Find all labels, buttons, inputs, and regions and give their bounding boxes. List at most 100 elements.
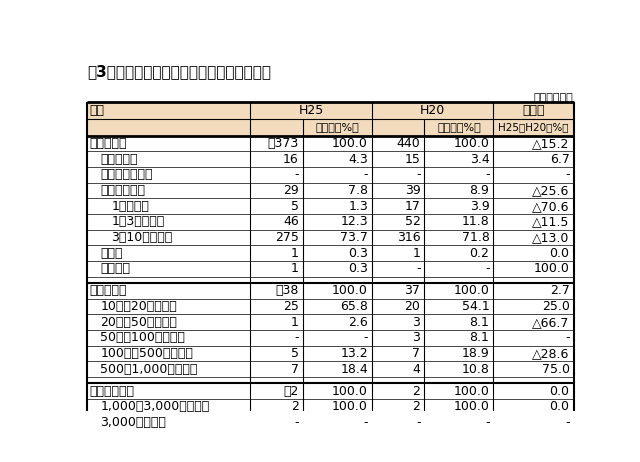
Text: 73.7: 73.7 xyxy=(340,231,368,244)
Text: 100.0: 100.0 xyxy=(332,385,368,398)
Text: -: - xyxy=(416,416,420,429)
Text: -: - xyxy=(565,416,570,429)
Text: 75.0: 75.0 xyxy=(541,363,570,376)
Text: 計2: 計2 xyxy=(284,385,299,398)
Text: 100.0: 100.0 xyxy=(454,385,490,398)
Text: 7.8: 7.8 xyxy=(348,184,368,197)
Text: H25: H25 xyxy=(298,104,324,117)
Text: 1: 1 xyxy=(291,262,299,275)
Text: 海面養殖: 海面養殖 xyxy=(100,262,131,275)
Text: △25.6: △25.6 xyxy=(532,184,570,197)
Text: △28.6: △28.6 xyxy=(532,347,570,360)
Text: 2: 2 xyxy=(413,385,420,398)
Text: 100.0: 100.0 xyxy=(534,262,570,275)
Text: △15.2: △15.2 xyxy=(532,137,570,150)
Text: 100.0: 100.0 xyxy=(454,285,490,298)
Text: 8.1: 8.1 xyxy=(470,316,490,329)
Text: 1: 1 xyxy=(291,247,299,260)
Text: △11.5: △11.5 xyxy=(532,215,570,228)
Text: 15: 15 xyxy=(404,153,420,166)
Text: 71.8: 71.8 xyxy=(461,231,490,244)
Text: 2.7: 2.7 xyxy=(550,285,570,298)
Text: 漁船非使用: 漁船非使用 xyxy=(100,153,138,166)
Bar xyxy=(88,102,573,136)
Text: 100～　500トン未満: 100～ 500トン未満 xyxy=(100,347,193,360)
Text: 3.9: 3.9 xyxy=(470,200,490,213)
Text: 20: 20 xyxy=(404,300,420,313)
Text: 無動力漁船のみ: 無動力漁船のみ xyxy=(100,169,153,182)
Text: 1トン未満: 1トン未満 xyxy=(111,200,149,213)
Text: 8.9: 8.9 xyxy=(470,184,490,197)
Text: 18.9: 18.9 xyxy=(461,347,490,360)
Text: 増減率: 増減率 xyxy=(522,104,545,117)
Text: 4.3: 4.3 xyxy=(348,153,368,166)
Text: 500～1,000トン未満: 500～1,000トン未満 xyxy=(100,363,198,376)
Text: 37: 37 xyxy=(404,285,420,298)
Text: 大規模漁業層: 大規模漁業層 xyxy=(90,385,134,398)
Text: 50～　100トン未満: 50～ 100トン未満 xyxy=(100,331,185,344)
Text: 11.8: 11.8 xyxy=(461,215,490,228)
Text: 計373: 計373 xyxy=(268,137,299,150)
Text: 2: 2 xyxy=(291,401,299,413)
Text: H25／H20（%）: H25／H20（%） xyxy=(498,122,569,132)
Text: 100.0: 100.0 xyxy=(454,137,490,150)
Text: -: - xyxy=(364,331,368,344)
Text: 1.3: 1.3 xyxy=(348,200,368,213)
Text: -: - xyxy=(565,169,570,182)
Text: △13.0: △13.0 xyxy=(532,231,570,244)
Text: 0.3: 0.3 xyxy=(348,247,368,260)
Text: -: - xyxy=(485,169,490,182)
Text: 区分: 区分 xyxy=(90,104,104,117)
Text: 2: 2 xyxy=(413,401,420,413)
Text: 3～10トン未満: 3～10トン未満 xyxy=(111,231,173,244)
Text: 1～3トン未満: 1～3トン未満 xyxy=(111,215,164,228)
Text: 0.2: 0.2 xyxy=(470,247,490,260)
Text: 39: 39 xyxy=(404,184,420,197)
Text: 17: 17 xyxy=(404,200,420,213)
Text: -: - xyxy=(364,169,368,182)
Text: 3: 3 xyxy=(413,316,420,329)
Text: -: - xyxy=(565,331,570,344)
Text: 構成比（%）: 構成比（%） xyxy=(437,122,481,132)
Text: 船外機付漁船: 船外機付漁船 xyxy=(100,184,145,197)
Text: 5: 5 xyxy=(291,347,299,360)
Text: 54.1: 54.1 xyxy=(461,300,490,313)
Text: -: - xyxy=(485,416,490,429)
Text: 1: 1 xyxy=(413,247,420,260)
Text: 275: 275 xyxy=(275,231,299,244)
Text: 100.0: 100.0 xyxy=(332,401,368,413)
Text: 中小漁業層: 中小漁業層 xyxy=(90,285,127,298)
Text: 2.6: 2.6 xyxy=(348,316,368,329)
Text: 構成比（%）: 構成比（%） xyxy=(316,122,359,132)
Text: 25.0: 25.0 xyxy=(541,300,570,313)
Text: -: - xyxy=(364,416,368,429)
Text: 52: 52 xyxy=(404,215,420,228)
Text: 7: 7 xyxy=(291,363,299,376)
Text: 単位：経営体: 単位：経営体 xyxy=(534,93,573,103)
Text: △70.6: △70.6 xyxy=(532,200,570,213)
Text: 440: 440 xyxy=(397,137,420,150)
Text: △66.7: △66.7 xyxy=(532,316,570,329)
Text: -: - xyxy=(485,262,490,275)
Text: H20: H20 xyxy=(420,104,445,117)
Text: 1: 1 xyxy=(291,316,299,329)
Text: 3.4: 3.4 xyxy=(470,153,490,166)
Text: 8.1: 8.1 xyxy=(470,331,490,344)
Text: 13.2: 13.2 xyxy=(340,347,368,360)
Text: 1,000～3,000トン未満: 1,000～3,000トン未満 xyxy=(100,401,209,413)
Text: 0.0: 0.0 xyxy=(550,247,570,260)
Text: -: - xyxy=(416,262,420,275)
Text: -: - xyxy=(294,169,299,182)
Text: 0.0: 0.0 xyxy=(550,401,570,413)
Text: 10～　20トン未満: 10～ 20トン未満 xyxy=(100,300,177,313)
Text: 0.3: 0.3 xyxy=(348,262,368,275)
Text: 3: 3 xyxy=(413,331,420,344)
Text: 100.0: 100.0 xyxy=(454,401,490,413)
Text: 6.7: 6.7 xyxy=(550,153,570,166)
Text: 計38: 計38 xyxy=(275,285,299,298)
Text: 29: 29 xyxy=(283,184,299,197)
Text: 100.0: 100.0 xyxy=(332,285,368,298)
Text: 第3表　漁船種類別・経営体階層別漁船隻数: 第3表 漁船種類別・経営体階層別漁船隻数 xyxy=(88,64,271,79)
Text: -: - xyxy=(294,416,299,429)
Text: 沿岸漁業層: 沿岸漁業層 xyxy=(90,137,127,150)
